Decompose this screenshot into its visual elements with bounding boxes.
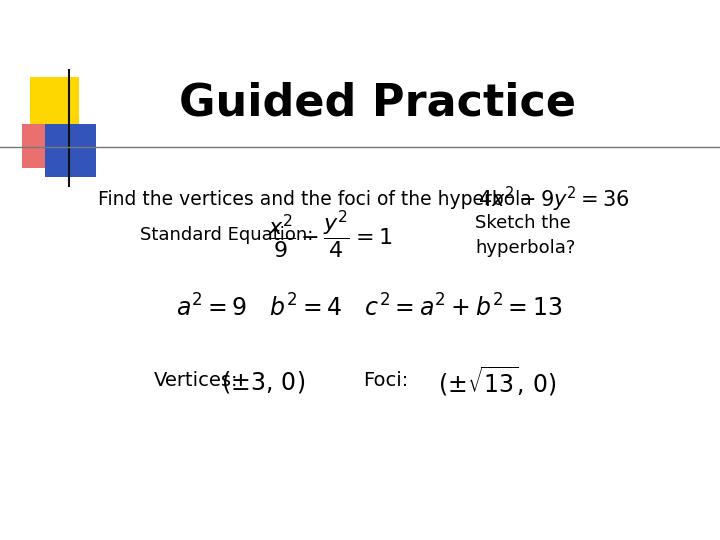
Text: Find the vertices and the foci of the hyperbola: Find the vertices and the foci of the hy… bbox=[99, 190, 532, 208]
Text: Standard Equation:: Standard Equation: bbox=[140, 226, 314, 244]
Text: Guided Practice: Guided Practice bbox=[179, 82, 576, 124]
Text: Vertices:: Vertices: bbox=[154, 372, 238, 390]
Text: $4x^2-9y^2=36$: $4x^2-9y^2=36$ bbox=[478, 185, 629, 214]
Text: Foci:: Foci: bbox=[364, 372, 409, 390]
Text: Sketch the
hyperbola?: Sketch the hyperbola? bbox=[475, 214, 575, 257]
Text: $(\pm\sqrt{13},\,0)$: $(\pm\sqrt{13},\,0)$ bbox=[438, 365, 557, 399]
Text: $a^2=9\quad b^2=4\quad c^2=a^2+b^2=13$: $a^2=9\quad b^2=4\quad c^2=a^2+b^2=13$ bbox=[176, 294, 562, 322]
Text: $(\pm3,\,0)$: $(\pm3,\,0)$ bbox=[221, 369, 305, 395]
Text: $\dfrac{x^2}{9} - \dfrac{y^2}{4} = 1$: $\dfrac{x^2}{9} - \dfrac{y^2}{4} = 1$ bbox=[268, 209, 392, 261]
